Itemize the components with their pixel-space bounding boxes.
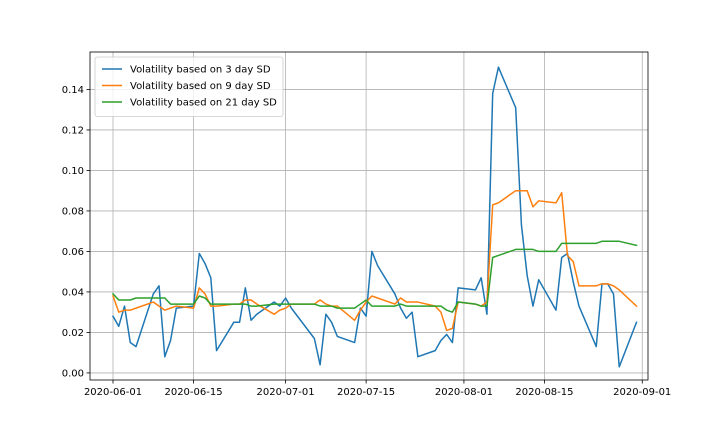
x-tick-label: 2020-08-15 xyxy=(515,387,573,398)
y-tick-label: 0.10 xyxy=(62,166,84,177)
x-tick-label: 2020-09-01 xyxy=(613,387,671,398)
y-tick-label: 0.02 xyxy=(62,328,84,339)
legend-box xyxy=(94,56,284,117)
y-axis: 0.00 0.02 0.04 0.06 0.08 0.10 0.12 0.14 xyxy=(62,85,90,379)
x-axis: 2020-06-01 2020-06-15 2020-07-01 2020-07-15… xyxy=(84,380,671,398)
legend: Volatility based on 3 day SD Volatility b… xyxy=(94,56,284,117)
x-tick-label: 2020-07-15 xyxy=(337,387,395,398)
y-tick-label: 0.06 xyxy=(62,247,84,258)
axes-frame xyxy=(89,51,649,381)
series-line-3 xyxy=(111,240,638,313)
series-layer xyxy=(111,66,638,368)
y-tick-label: 0.14 xyxy=(62,85,84,96)
series-line-1 xyxy=(111,66,638,368)
x-tick-label: 2020-08-01 xyxy=(435,387,493,398)
x-tick-label: 2020-06-01 xyxy=(84,387,142,398)
legend-label-3: Volatility based on 21 day SD xyxy=(130,98,277,109)
y-tick-label: 0.04 xyxy=(62,287,84,298)
y-tick-label: 0.12 xyxy=(62,125,84,136)
y-tick-label: 0.08 xyxy=(62,206,84,217)
series-line-2 xyxy=(112,189,638,332)
x-tick-label: 2020-06-15 xyxy=(164,387,222,398)
legend-label-1: Volatility based on 3 day SD xyxy=(130,65,271,76)
x-tick-label: 2020-07-01 xyxy=(257,387,315,398)
y-tick-label: 0.00 xyxy=(62,368,84,379)
legend-label-2: Volatility based on 9 day SD xyxy=(130,81,271,92)
